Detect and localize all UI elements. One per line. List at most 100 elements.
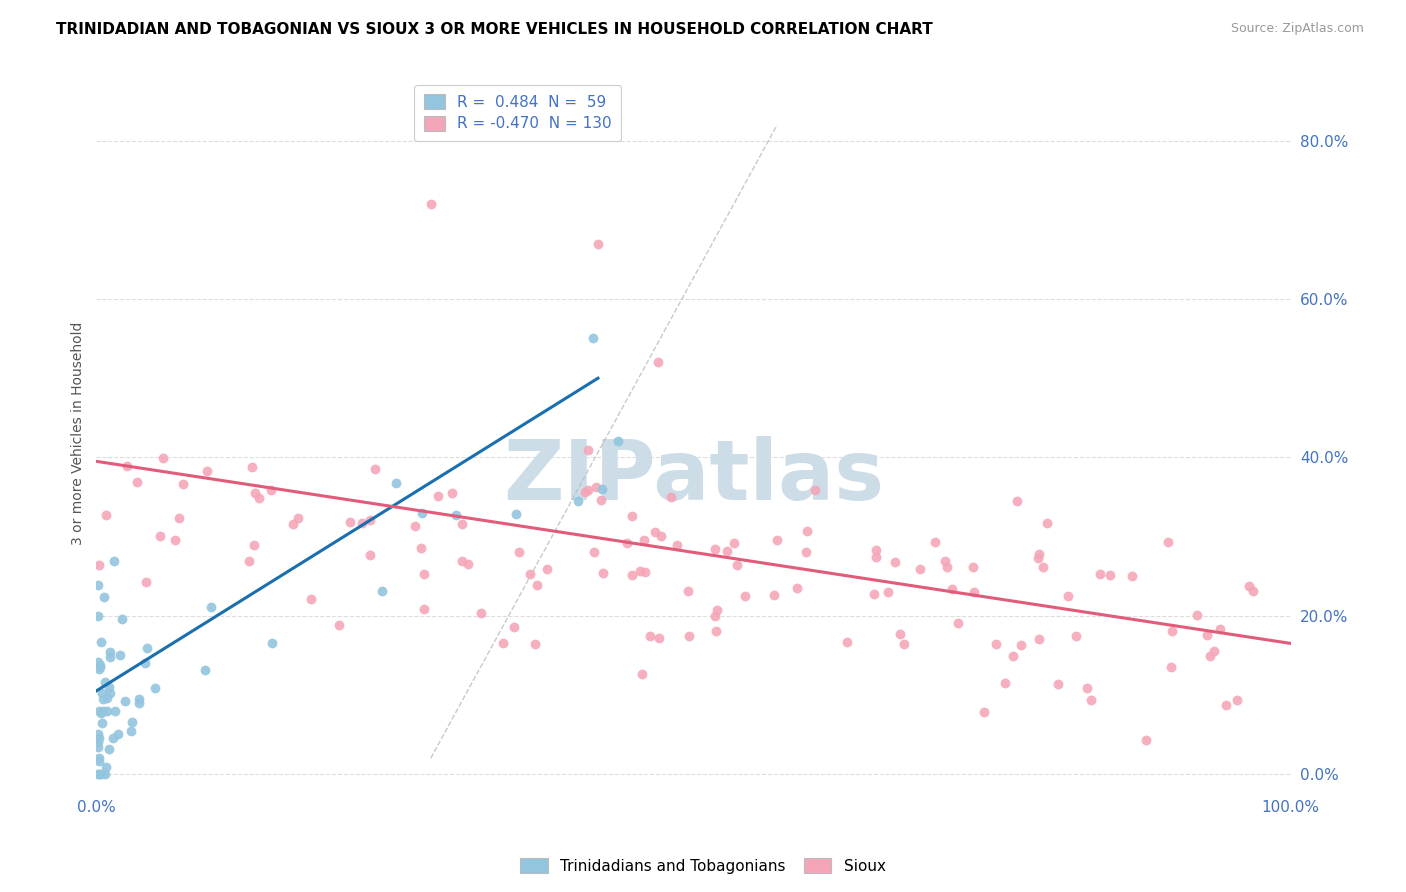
Point xyxy=(87,608,110,623)
Point xyxy=(526,578,548,592)
Point xyxy=(91,704,114,718)
Point xyxy=(143,681,166,695)
Point xyxy=(704,541,727,556)
Point xyxy=(457,557,479,571)
Point xyxy=(794,545,817,559)
Text: Source: ZipAtlas.com: Source: ZipAtlas.com xyxy=(1230,22,1364,36)
Point xyxy=(172,476,194,491)
Point xyxy=(165,533,187,547)
Point xyxy=(984,637,1007,651)
Point xyxy=(1028,547,1050,561)
Point xyxy=(262,636,284,650)
Point xyxy=(1036,516,1059,530)
Point xyxy=(1046,677,1069,691)
Point xyxy=(108,648,131,662)
Point xyxy=(492,636,515,650)
Point xyxy=(115,458,138,473)
Point xyxy=(994,675,1017,690)
Point xyxy=(90,686,112,700)
Point xyxy=(704,624,727,639)
Point xyxy=(647,355,669,369)
Point xyxy=(630,667,652,681)
Point xyxy=(633,533,655,547)
Point xyxy=(359,548,381,562)
Point xyxy=(101,731,124,746)
Point xyxy=(591,493,613,508)
Point xyxy=(299,591,322,606)
Point xyxy=(169,511,191,525)
Point xyxy=(352,516,374,530)
Point xyxy=(426,489,449,503)
Point xyxy=(1032,560,1054,574)
Point xyxy=(86,734,108,748)
Point xyxy=(716,544,738,558)
Point xyxy=(411,506,433,520)
Point xyxy=(98,645,121,659)
Point xyxy=(644,524,666,539)
Point xyxy=(889,627,911,641)
Point xyxy=(411,541,433,555)
Y-axis label: 3 or more Vehicles in Household: 3 or more Vehicles in Household xyxy=(72,322,86,545)
Point xyxy=(98,681,121,695)
Point xyxy=(936,559,959,574)
Point xyxy=(111,612,134,626)
Point xyxy=(1239,579,1261,593)
Point xyxy=(441,485,464,500)
Point xyxy=(1001,649,1024,664)
Point xyxy=(1209,622,1232,636)
Point xyxy=(1215,698,1237,713)
Point xyxy=(195,464,218,478)
Point xyxy=(93,591,115,605)
Point xyxy=(404,519,426,533)
Point xyxy=(243,538,266,552)
Point xyxy=(1199,649,1222,664)
Point xyxy=(121,714,143,729)
Point xyxy=(505,507,527,521)
Point xyxy=(104,704,127,718)
Point xyxy=(1028,632,1050,646)
Point xyxy=(1160,659,1182,673)
Point xyxy=(666,538,689,552)
Point xyxy=(135,640,157,655)
Text: TRINIDADIAN AND TOBAGONIAN VS SIOUX 3 OR MORE VEHICLES IN HOUSEHOLD CORRELATION : TRINIDADIAN AND TOBAGONIAN VS SIOUX 3 OR… xyxy=(56,22,934,37)
Point xyxy=(90,715,112,730)
Legend: Trinidadians and Tobagonians, Sioux: Trinidadians and Tobagonians, Sioux xyxy=(515,852,891,880)
Point xyxy=(135,574,157,589)
Point xyxy=(98,742,121,756)
Point xyxy=(364,462,387,476)
Point xyxy=(1135,733,1157,747)
Point xyxy=(86,578,108,592)
Point xyxy=(1195,628,1218,642)
Point xyxy=(120,724,142,739)
Point xyxy=(616,536,638,550)
Point xyxy=(876,584,898,599)
Point xyxy=(576,442,599,457)
Point xyxy=(94,760,117,774)
Point xyxy=(128,691,150,706)
Point xyxy=(924,534,946,549)
Point xyxy=(676,584,699,599)
Point xyxy=(446,508,468,522)
Point xyxy=(576,483,599,497)
Point xyxy=(963,585,986,599)
Point xyxy=(796,524,818,539)
Point xyxy=(621,567,644,582)
Point xyxy=(149,529,172,543)
Point xyxy=(287,510,309,524)
Point xyxy=(384,476,406,491)
Point xyxy=(863,587,886,601)
Point xyxy=(238,554,260,568)
Point xyxy=(90,634,112,648)
Point xyxy=(1202,644,1225,658)
Point xyxy=(620,508,643,523)
Point xyxy=(90,767,112,781)
Text: ZIPatlas: ZIPatlas xyxy=(503,436,884,516)
Point xyxy=(934,554,956,568)
Point xyxy=(451,516,474,531)
Point xyxy=(1226,692,1249,706)
Point xyxy=(1080,692,1102,706)
Point xyxy=(128,697,150,711)
Point xyxy=(1064,629,1087,643)
Point xyxy=(86,767,108,781)
Point xyxy=(804,483,827,497)
